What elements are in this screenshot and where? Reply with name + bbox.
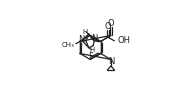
Text: N: N xyxy=(78,35,84,44)
Text: CH₃: CH₃ xyxy=(61,42,74,48)
Text: H: H xyxy=(90,47,95,53)
Text: OH: OH xyxy=(117,36,130,45)
Text: H: H xyxy=(83,28,88,35)
Text: N: N xyxy=(108,57,114,66)
Text: O: O xyxy=(108,19,114,28)
Text: F: F xyxy=(89,52,94,61)
Text: O: O xyxy=(105,22,111,31)
Text: N: N xyxy=(91,34,97,43)
